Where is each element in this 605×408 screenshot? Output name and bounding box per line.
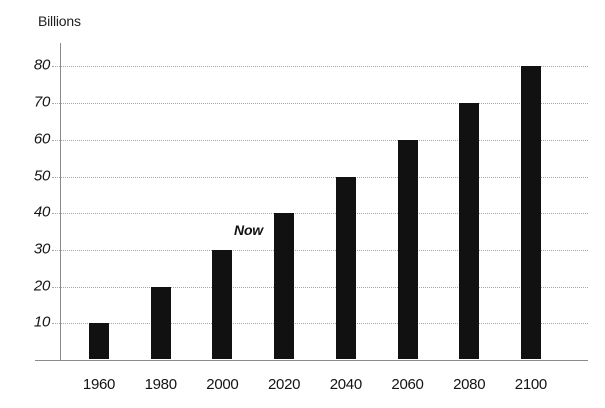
y-tick-label-50: 50 [33,167,50,185]
x-tick-label-1960: 1960 [82,376,116,393]
y-tick-label-20: 20 [33,277,50,295]
y-axis-unit-label: Billions [38,13,81,29]
gridline-40 [52,213,588,215]
bar-2060 [397,139,418,359]
x-tick-label-2020: 2020 [268,376,301,393]
x-tick-label-2000: 2000 [206,376,239,393]
bar-2100 [520,66,541,359]
gridline-60 [52,139,588,141]
gridline-20 [52,286,588,288]
y-tick-label-30: 30 [33,240,50,258]
bar-1980 [150,286,171,359]
y-tick-label-80: 80 [33,57,50,75]
x-tick-label-2060: 2060 [391,376,424,393]
bar-2040 [335,176,356,359]
y-tick-label-40: 40 [33,203,50,221]
x-tick-label-2040: 2040 [329,376,362,393]
y-tick-label-10: 10 [33,313,50,331]
bar-2000 [212,249,233,359]
bar-1960 [89,323,109,359]
y-tick-label-60: 60 [33,130,50,148]
x-tick-label-1980: 1980 [144,376,177,393]
bar-2020 [274,213,295,359]
y-tick-label-70: 70 [33,93,50,111]
x-tick-label-2100: 2100 [514,376,547,393]
gridline-10 [52,323,588,325]
x-axis-line [35,360,588,361]
gridline-30 [52,249,588,251]
gridline-70 [52,103,588,105]
now-annotation: Now [234,222,263,238]
bar-2080 [459,103,480,359]
y-axis-line [60,43,61,360]
x-tick-label-2080: 2080 [453,376,486,393]
gridline-50 [52,176,588,178]
gridline-80 [52,66,588,68]
